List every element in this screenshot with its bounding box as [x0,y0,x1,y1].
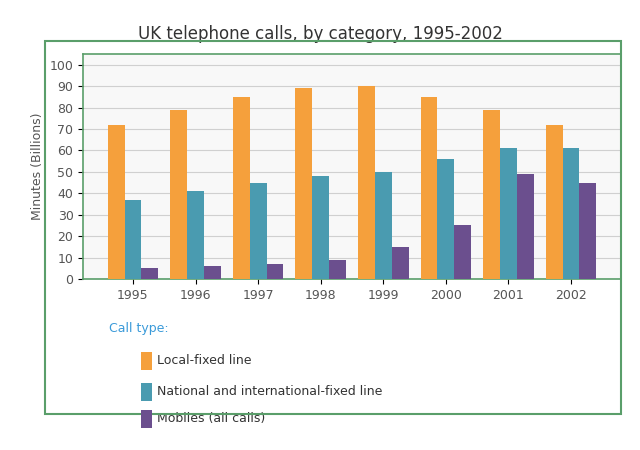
Bar [392,247,408,279]
Bar [375,172,392,279]
Bar [187,191,204,279]
Bar [312,176,329,279]
Bar [500,148,517,279]
Bar [563,148,579,279]
Bar [267,264,284,279]
Bar [546,125,563,279]
Text: National and international-fixed line: National and international-fixed line [157,385,382,398]
Bar [108,125,125,279]
Bar [141,268,158,279]
Bar [250,183,267,279]
Bar [204,266,221,279]
Text: Call type:: Call type: [109,322,168,335]
Bar [233,97,250,279]
Bar [329,260,346,279]
Text: Mobiles (all calls): Mobiles (all calls) [157,412,265,425]
Bar [517,174,534,279]
Bar [125,200,141,279]
Y-axis label: Minutes (Billions): Minutes (Billions) [31,113,44,220]
Bar [454,225,471,279]
Bar [420,97,437,279]
Bar [296,88,312,279]
Bar [483,110,500,279]
Bar [358,86,375,279]
Bar [170,110,187,279]
Text: Local-fixed line: Local-fixed line [157,354,252,366]
Bar [437,159,454,279]
Bar [579,183,596,279]
Text: UK telephone calls, by category, 1995-2002: UK telephone calls, by category, 1995-20… [138,25,502,43]
